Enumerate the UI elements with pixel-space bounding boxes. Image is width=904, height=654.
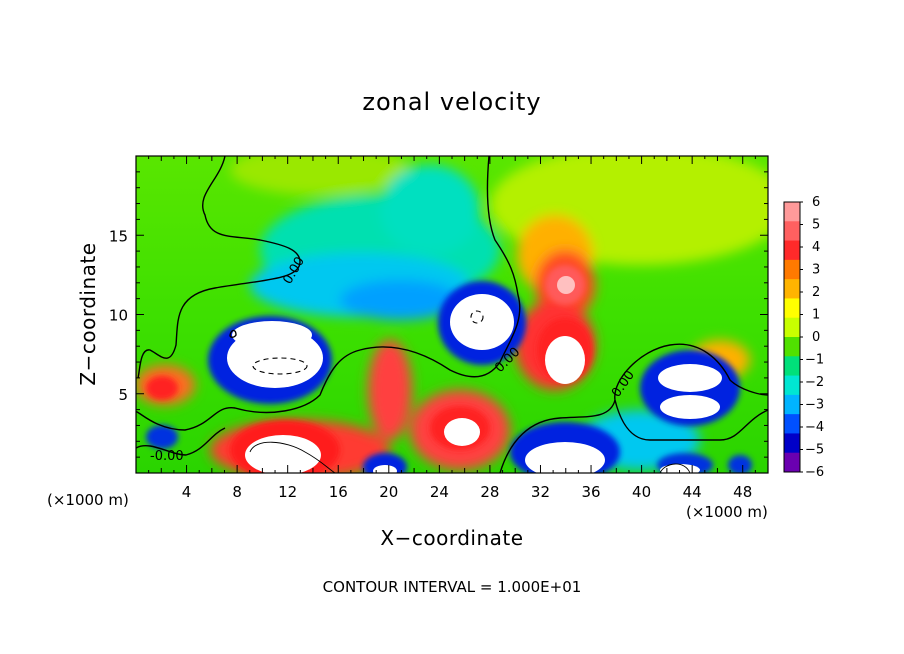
colorbar-tick-label: 6	[812, 195, 820, 210]
colorbar-tick-label: 3	[812, 263, 820, 278]
y-tick-label: 5	[118, 386, 128, 404]
chart-title: zonal velocity	[362, 88, 542, 116]
x-tick-label: 20	[379, 483, 398, 501]
colorbar-segment	[784, 356, 800, 377]
x-tick-label: 40	[632, 483, 651, 501]
colorbar-tick-label: −2	[805, 375, 824, 390]
colorbar-segment	[784, 452, 800, 473]
contour-label: -0.00	[150, 449, 184, 464]
colorbar-tick-label: −4	[805, 420, 824, 435]
y-tick-label: 15	[109, 227, 128, 245]
x-tick-label: 44	[683, 483, 702, 501]
x-tick-label: 32	[531, 483, 550, 501]
colorbar-segment	[784, 317, 800, 338]
x-tick-label: 4	[182, 483, 192, 501]
colorbar-segment	[784, 298, 800, 319]
colorbar-segment	[784, 259, 800, 280]
colorbar-tick-label: 2	[812, 285, 820, 300]
x-tick-label: 48	[733, 483, 752, 501]
colorbar-segment	[784, 337, 800, 357]
colorbar-tick-label: −6	[805, 465, 824, 480]
colorbar-segment	[784, 414, 800, 434]
colorbar-segment	[784, 202, 800, 222]
colorbar-segment	[784, 394, 800, 415]
colorbar: 6 5 4 3 2 1 0 −1 −2 −3 −4 −5 −6	[783, 195, 824, 480]
x-tick-label: 28	[480, 483, 499, 501]
x-tick-label: 12	[278, 483, 297, 501]
contour-interval-note: CONTOUR INTERVAL = 1.000E+01	[322, 578, 582, 596]
x-axis-label: X−coordinate	[380, 526, 524, 550]
colorbar-tick-label: −3	[805, 398, 824, 413]
colorbar-segment	[784, 221, 800, 242]
colorbar-segment	[784, 279, 800, 299]
colorbar-tick-label: 5	[812, 218, 820, 233]
colorbar-segment	[784, 375, 800, 396]
colorbar-tick-label: 0	[812, 330, 820, 345]
colorbar-tick-label: −5	[805, 443, 824, 458]
velocity-field: 0.00 0.00 0.00 -0.00	[136, 156, 768, 473]
colorbar-tick-label: −1	[805, 353, 824, 368]
x-unit-label-left: (×1000 m)	[47, 491, 129, 509]
x-tick-label: 24	[430, 483, 449, 501]
x-tick-label: 36	[581, 483, 600, 501]
y-axis-label: Z−coordinate	[76, 242, 100, 386]
y-tick-label: 10	[109, 307, 128, 325]
x-tick-label: 8	[232, 483, 242, 501]
colorbar-segment	[784, 240, 800, 261]
colorbar-tick-label: 4	[812, 240, 820, 255]
colorbar-segment	[784, 433, 800, 454]
x-unit-label-right: (×1000 m)	[686, 503, 768, 521]
colorbar-tick-label: 1	[812, 308, 820, 323]
x-tick-label: 16	[329, 483, 348, 501]
